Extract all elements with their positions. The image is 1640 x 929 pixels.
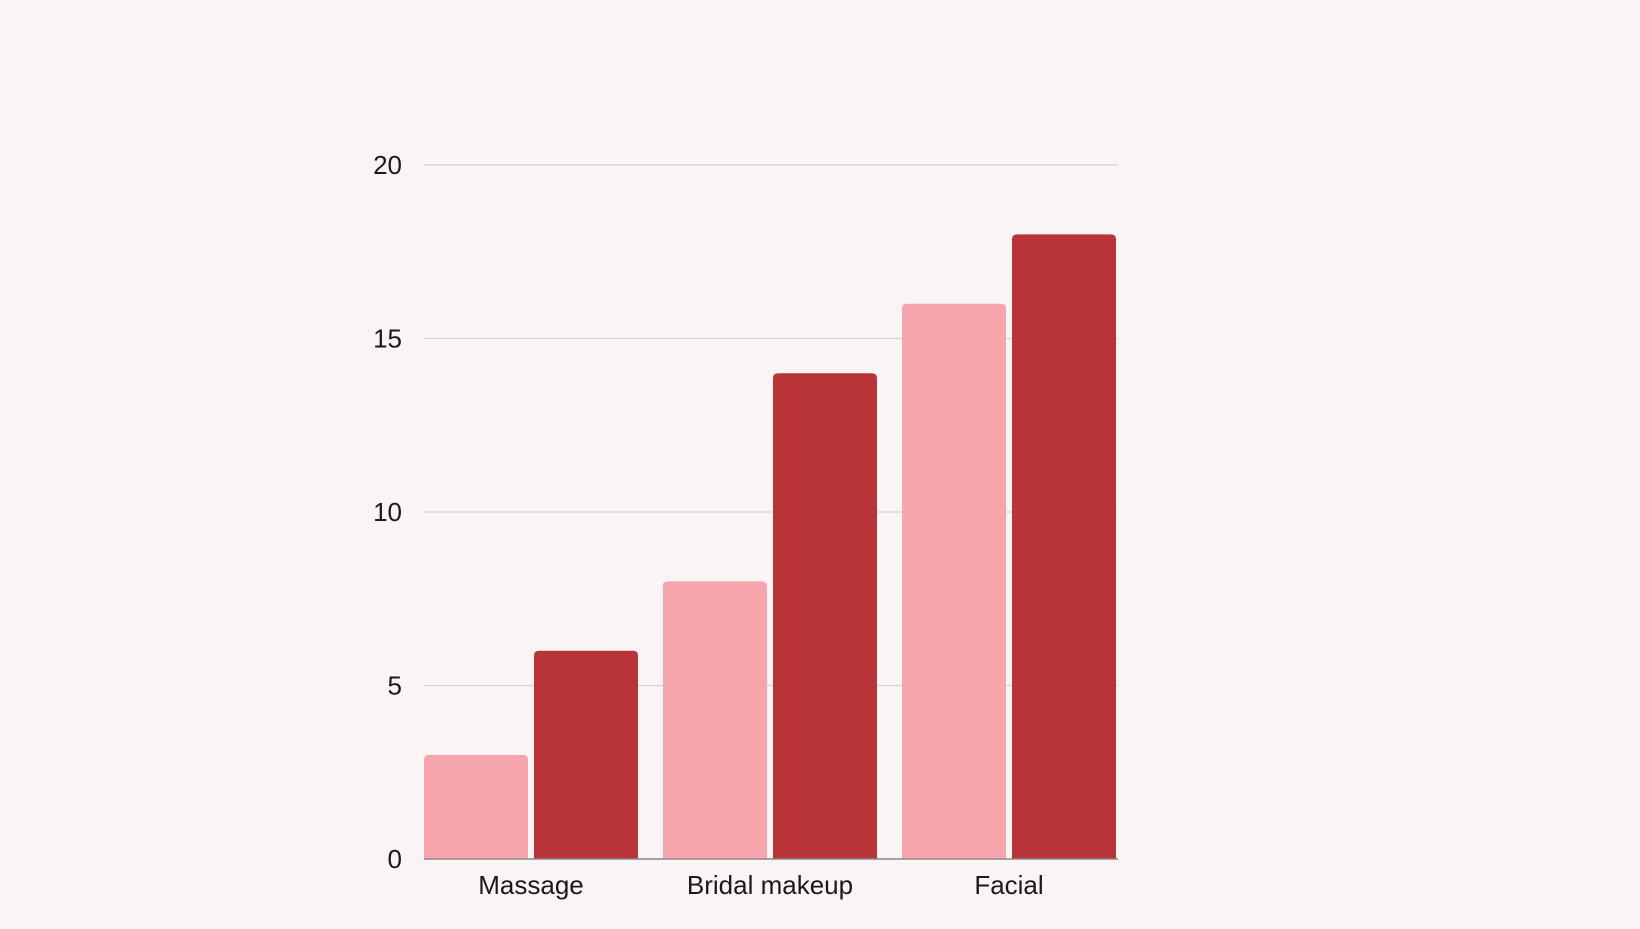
bar-bridal-makeup-series-2 [773, 373, 877, 859]
y-tick-label: 10 [373, 497, 402, 527]
bar-facial-series-2 [1012, 234, 1116, 859]
bars [424, 234, 1116, 859]
y-tick-label: 20 [373, 150, 402, 180]
y-tick-label: 5 [388, 671, 402, 701]
x-axis-ticks: Massage Bridal makeup Facial [478, 870, 1043, 900]
x-tick-label: Facial [974, 870, 1043, 900]
y-axis-ticks: 0 5 10 15 20 [373, 150, 402, 874]
y-tick-label: 0 [388, 844, 402, 874]
bar-facial-series-1 [902, 303, 1006, 859]
x-tick-label: Bridal makeup [687, 870, 853, 900]
y-tick-label: 15 [373, 324, 402, 354]
bar-massage-series-1 [424, 754, 528, 859]
bar-massage-series-2 [534, 650, 638, 859]
bar-bridal-makeup-series-1 [663, 581, 767, 859]
x-tick-label: Massage [478, 870, 584, 900]
